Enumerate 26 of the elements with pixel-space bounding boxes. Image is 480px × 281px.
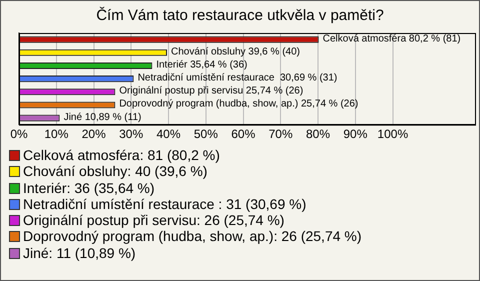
- x-tick-label: 40%: [156, 127, 181, 142]
- x-tick-label: 60%: [231, 127, 256, 142]
- x-tick-label: 30%: [119, 127, 144, 142]
- data-label: Chování obsluhy 39,6 % (40): [171, 46, 300, 58]
- x-tick-label: 50%: [194, 127, 218, 142]
- chart-title: Čím Vám tato restaurace utkvěla v paměti?: [95, 7, 385, 24]
- data-label: Netradiční umístění restaurace 30,69 % (31): [138, 72, 338, 84]
- x-tick-label: 80%: [306, 127, 330, 142]
- x-tick-label: 20%: [82, 127, 106, 142]
- legend-label: Jiné: 11 (10,89 %): [22, 244, 137, 262]
- legend-label: Originální postup při servisu: 26 (25,74 %): [22, 212, 286, 228]
- x-tick-label: 90%: [343, 127, 368, 142]
- legend-label: Celková atmosféra: 81 (80,2 %): [22, 147, 221, 164]
- data-label: Doprovodný program (hudba, show, ap.) 25,74 % (26): [119, 98, 358, 110]
- legend-label: Netradiční umístění restaurace : 31 (30,69 %): [22, 196, 308, 212]
- legend-label: Interiér: 36 (35,64 %): [22, 180, 156, 196]
- data-label: Interiér 35,64 % (36): [156, 59, 248, 70]
- x-tick-label: 70%: [268, 127, 293, 142]
- data-label: Originální postup při servisu 25,74 % (26): [119, 86, 304, 97]
- data-label: Celková atmosféra 80,2 % (81): [322, 33, 461, 44]
- legend-label: Chování obsluhy: 40 (39,6 %): [22, 163, 208, 180]
- data-label: Jiné 10,89 % (11): [64, 112, 142, 123]
- x-tick-label: 100%: [377, 127, 408, 142]
- x-tick-label: 0%: [10, 127, 28, 142]
- x-tick-label: 10%: [44, 127, 69, 142]
- legend-label: Doprovodný program (hudba, show, ap.): 26 (25,74 %): [22, 228, 362, 245]
